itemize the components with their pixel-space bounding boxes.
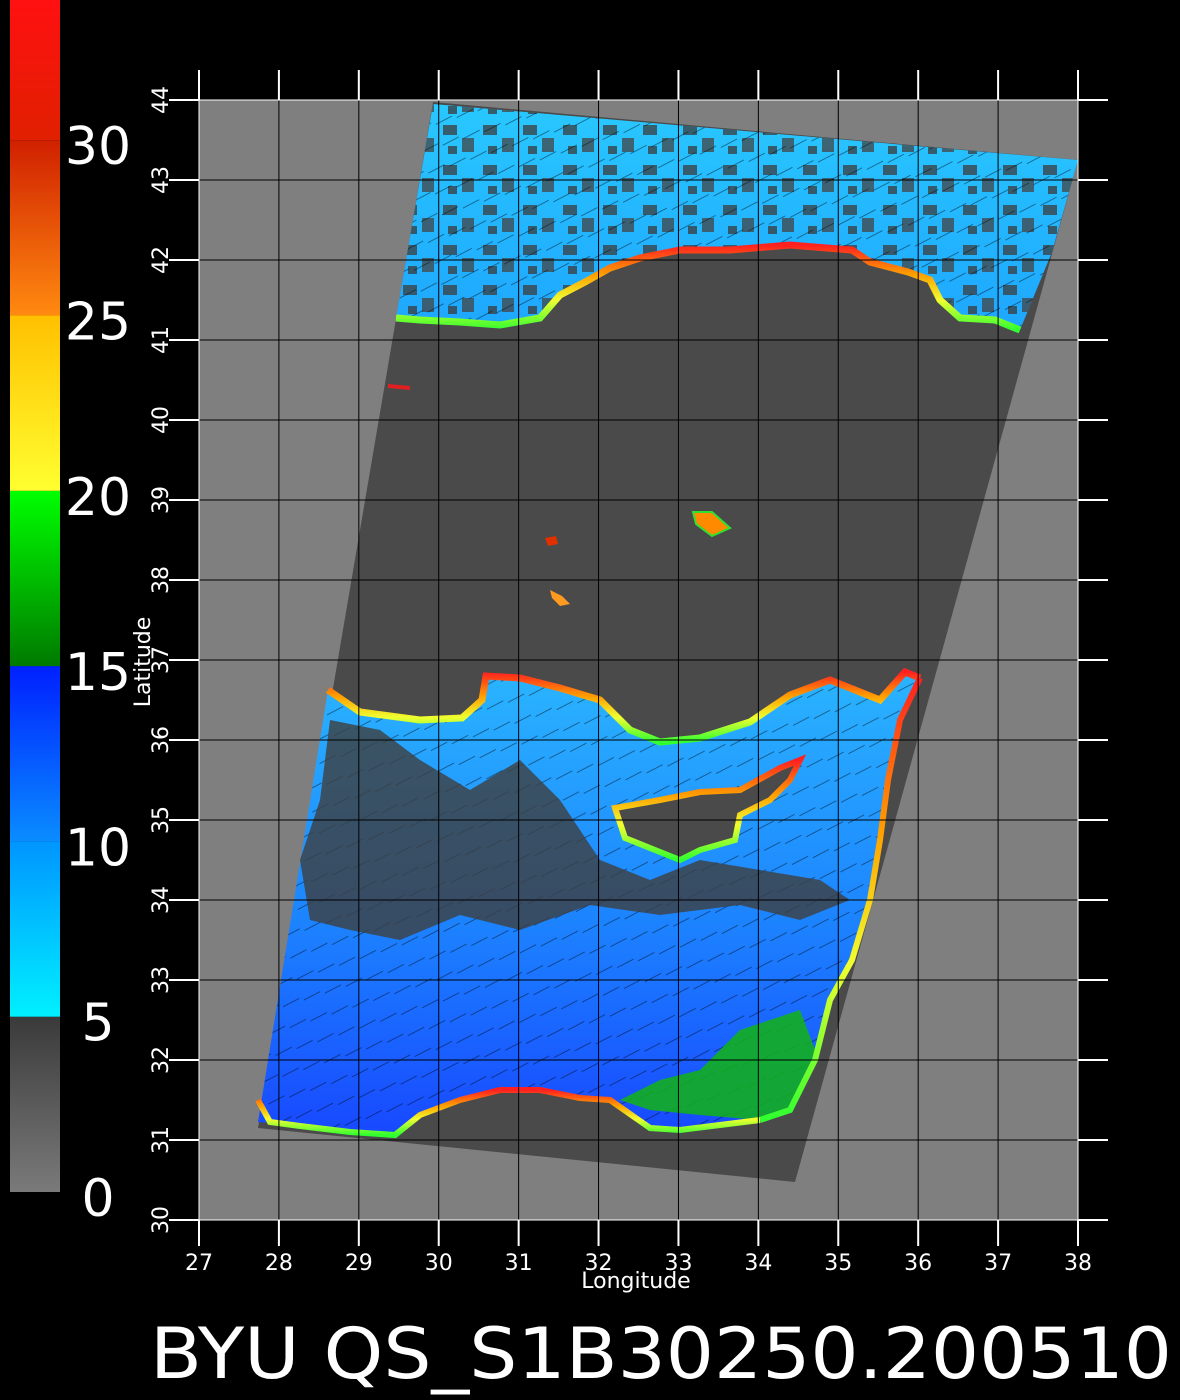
x-tick-label: 36 [904,1251,932,1276]
anatolia-spot-3 [550,590,570,606]
black-sea-wind-vectors [396,104,1078,330]
colorbar-label: 30 [65,117,131,177]
y-tick-label: 42 [149,246,174,274]
colorbar-label: 15 [65,643,131,703]
colorbar-segment [10,490,60,667]
colorbar-label: 25 [65,293,131,353]
axes: 27 28 29 30 31 32 33 34 35 36 37 38 30 31 32 33 34 35 36 37… [149,70,1108,1276]
mediterranean-low-wind-patches [300,720,850,940]
levant-coast-band [759,676,923,1123]
colorbar: 30 25 20 15 10 5 0 [10,0,131,1229]
colorbar-label: 5 [81,994,114,1054]
y-tick-label: 37 [149,646,174,674]
x-tick-label: 28 [265,1251,293,1276]
y-tick-label: 43 [149,166,174,194]
footer-title: BYU QS_S1B30250.200510 [150,1313,1172,1395]
y-tick-label: 35 [149,806,174,834]
x-tick-label: 27 [185,1251,213,1276]
colorbar-segment [10,315,60,491]
colorbar-label: 0 [81,1169,114,1229]
x-tick-label: 29 [345,1251,373,1276]
x-tick-label: 37 [984,1251,1012,1276]
colorbar-label: 10 [65,818,131,878]
colorbar-segment [10,0,60,141]
colorbar-segment [10,666,60,842]
x-tick-label: 34 [744,1251,772,1276]
colorbar-segment [10,1016,60,1192]
x-tick-label: 35 [824,1251,852,1276]
africa-coast-band [255,1087,761,1139]
y-tick-label: 31 [149,1126,174,1154]
x-tick-label: 33 [664,1251,692,1276]
colorbar-segment [10,841,60,1017]
x-axis-label: Longitude [581,1269,690,1294]
y-tick-label: 34 [149,886,174,914]
x-tick-label: 38 [1064,1251,1092,1276]
colorbar-label: 20 [65,468,131,528]
x-tick-label: 32 [585,1251,613,1276]
anatolia-spot-4 [388,384,410,390]
y-tick-label: 38 [149,566,174,594]
black-sea-coast-band [395,241,1022,334]
y-tick-label: 33 [149,966,174,994]
y-tick-label: 44 [149,86,174,114]
plot-area [199,100,1078,1220]
cyprus-island [611,754,807,864]
y-tick-label: 32 [149,1046,174,1074]
x-tick-label: 31 [505,1251,533,1276]
colorbar-segment [10,140,60,316]
y-tick-label: 39 [149,486,174,514]
y-tick-label: 36 [149,726,174,754]
y-tick-label: 30 [149,1206,174,1234]
lat-lon-grid [199,100,1078,1220]
y-tick-label: 40 [149,406,174,434]
x-tick-label: 30 [425,1251,453,1276]
anatolia-spot-1 [691,511,732,538]
y-axis-label: Latitude [131,617,156,708]
levant-high-wind-patch [620,1010,815,1120]
y-tick-label: 41 [149,326,174,354]
anatolia-spot-2 [545,536,558,546]
